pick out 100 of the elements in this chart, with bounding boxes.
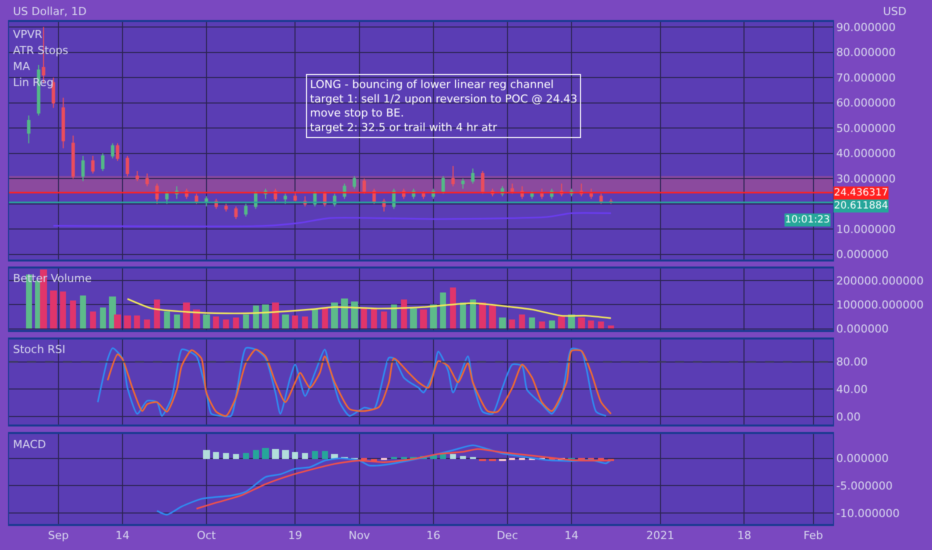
x-tick-label: Sep — [48, 529, 69, 542]
bar — [322, 307, 328, 328]
x-tick-label: 16 — [426, 529, 440, 542]
candlestick — [284, 193, 288, 204]
bar — [233, 317, 239, 328]
bar — [213, 452, 219, 459]
y-tick-label: 100000.000000 — [836, 298, 924, 312]
candlestick — [254, 190, 258, 210]
bar — [302, 452, 308, 459]
annotation: VPVR — [13, 28, 43, 41]
bar — [440, 454, 446, 459]
bar — [312, 308, 318, 328]
line-series — [156, 444, 612, 516]
candlestick — [352, 176, 356, 190]
bar — [549, 320, 555, 328]
candlestick — [480, 170, 484, 194]
bar — [282, 314, 289, 328]
candlestick — [599, 193, 603, 204]
x-tick-label: 19 — [288, 529, 302, 542]
bar — [450, 454, 456, 459]
line-series — [52, 212, 612, 228]
y-tick-label: 50.000000 — [836, 122, 896, 135]
bar — [430, 304, 437, 328]
bar — [80, 295, 86, 328]
candlestick — [461, 178, 465, 190]
bar — [233, 454, 239, 459]
y-tick-label: 0.000000 — [836, 248, 889, 262]
y-tick-label: 80.000000 — [836, 46, 896, 60]
chart-title: MACD — [13, 438, 46, 451]
candlestick — [165, 190, 169, 204]
bar — [381, 311, 387, 328]
bar — [598, 321, 604, 328]
bar — [272, 302, 279, 328]
candlestick — [126, 155, 130, 177]
bar — [50, 290, 57, 328]
y-tick-label: -10.000000 — [836, 506, 900, 520]
y-axis-title: USD — [883, 5, 907, 18]
y-tick-label: 200000.000000 — [836, 274, 924, 288]
chart-title: US Dollar, 1D — [13, 5, 87, 18]
bar — [588, 320, 594, 328]
bar — [164, 311, 170, 328]
bar — [243, 452, 249, 459]
bar — [292, 315, 298, 328]
bar — [489, 305, 496, 328]
y-tick-label: 0.000000 — [836, 322, 889, 336]
bar — [213, 316, 219, 328]
bar — [371, 308, 377, 328]
x-tick-label: 14 — [564, 529, 578, 542]
bar — [203, 314, 210, 328]
bar — [460, 302, 466, 328]
bar — [282, 450, 289, 459]
candlestick — [62, 97, 65, 149]
x-tick-label: 2021 — [646, 529, 674, 542]
bar — [391, 304, 397, 328]
bar — [420, 309, 427, 328]
bar — [70, 300, 76, 328]
candlestick — [224, 203, 228, 212]
y-tick-label: 40.000000 — [836, 147, 896, 160]
ref-line-label: 20.611884 — [834, 200, 888, 212]
bar — [292, 452, 298, 459]
candlestick — [510, 183, 514, 194]
candlestick — [590, 188, 593, 200]
bar — [223, 319, 229, 328]
candlestick — [71, 135, 75, 180]
bar — [193, 309, 200, 328]
y-tick-label: -5.000000 — [836, 480, 893, 493]
y-tick-label: 60.000000 — [836, 96, 896, 110]
x-tick-label: Oct — [196, 529, 217, 542]
bar — [144, 319, 150, 328]
annotation: LONG - bouncing of lower linear reg channel target 1: sell 1/2 upon reversion to POC @ 24.43 move stop to BE. target 2: 32.5 or trail with 4 hr atr — [310, 78, 578, 134]
bar — [479, 302, 486, 328]
bar — [440, 292, 446, 328]
candlestick — [471, 168, 475, 184]
bar — [243, 314, 249, 328]
bar — [470, 299, 476, 328]
x-tick-label: Dec — [496, 529, 518, 542]
candlestick — [293, 190, 297, 202]
bar — [499, 317, 506, 328]
ref-line-label: 24.436317 — [834, 188, 888, 198]
bar — [154, 299, 160, 328]
bar — [558, 316, 565, 328]
bar — [203, 450, 210, 459]
bar — [608, 325, 614, 328]
candlestick — [422, 190, 426, 200]
candlestick — [234, 206, 238, 220]
bar — [302, 316, 308, 328]
bar — [124, 315, 131, 328]
y-tick-label: 40.00 — [836, 383, 868, 396]
candlestick — [91, 155, 95, 174]
line-series — [196, 448, 612, 510]
bar — [450, 287, 456, 328]
bar — [90, 311, 96, 328]
bar — [539, 321, 545, 328]
bar — [519, 314, 525, 328]
annotation: 10:01:23 — [785, 214, 830, 226]
bar — [460, 456, 466, 459]
y-tick-label: 0.000000 — [836, 452, 889, 466]
bar — [401, 299, 407, 328]
candlestick — [52, 77, 56, 108]
annotation: MA — [13, 60, 30, 73]
